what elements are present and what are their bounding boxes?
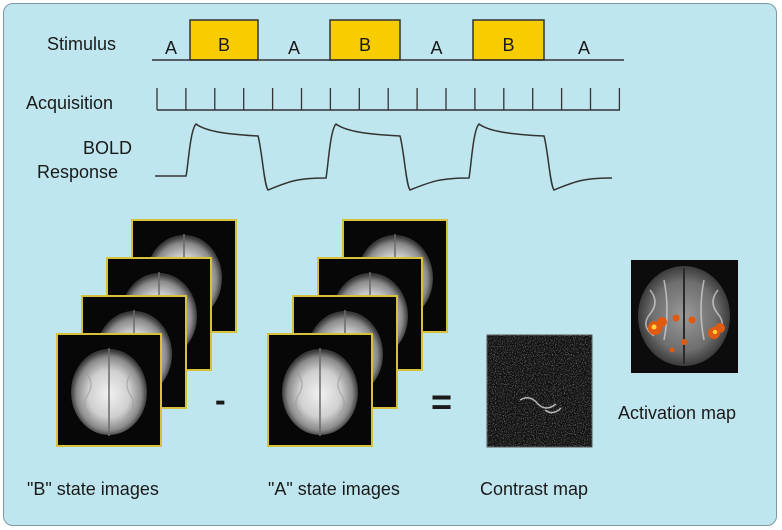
brain-slice-image bbox=[267, 333, 373, 447]
stimulus-block-label: A bbox=[578, 38, 590, 58]
bold-response-curve bbox=[155, 123, 613, 191]
stimulus-block-label: B bbox=[359, 35, 371, 55]
b-state-caption: "B" state images bbox=[27, 479, 159, 499]
stimulus-block-label: B bbox=[218, 35, 230, 55]
stimulus-block-b bbox=[472, 19, 545, 61]
minus-operator: - bbox=[215, 382, 226, 418]
a-state-image-stack bbox=[267, 219, 448, 447]
equals-operator: = bbox=[431, 381, 453, 422]
b-state-image-stack bbox=[56, 219, 237, 447]
stimulus-block-label: A bbox=[430, 38, 442, 58]
stimulus-block-b bbox=[189, 19, 259, 61]
contrast-map-caption: Contrast map bbox=[480, 479, 589, 499]
stimulus-label: Stimulus bbox=[47, 34, 117, 54]
activation-map-image bbox=[631, 260, 738, 373]
brain-slice-image bbox=[56, 333, 162, 447]
stimulus-block-label: A bbox=[288, 38, 300, 58]
bold-label-line1: BOLD bbox=[83, 138, 133, 158]
acquisition-label: Acquisition bbox=[26, 93, 114, 113]
activation-map-caption: Activation map bbox=[618, 403, 737, 423]
acquisition-ticks bbox=[156, 88, 621, 110]
stimulus-block-label: A bbox=[165, 38, 177, 58]
contrast-map-image bbox=[486, 334, 593, 448]
bold-label-line2: Response bbox=[37, 162, 119, 182]
stimulus-block-label: B bbox=[502, 35, 514, 55]
a-state-caption: "A" state images bbox=[268, 479, 400, 499]
